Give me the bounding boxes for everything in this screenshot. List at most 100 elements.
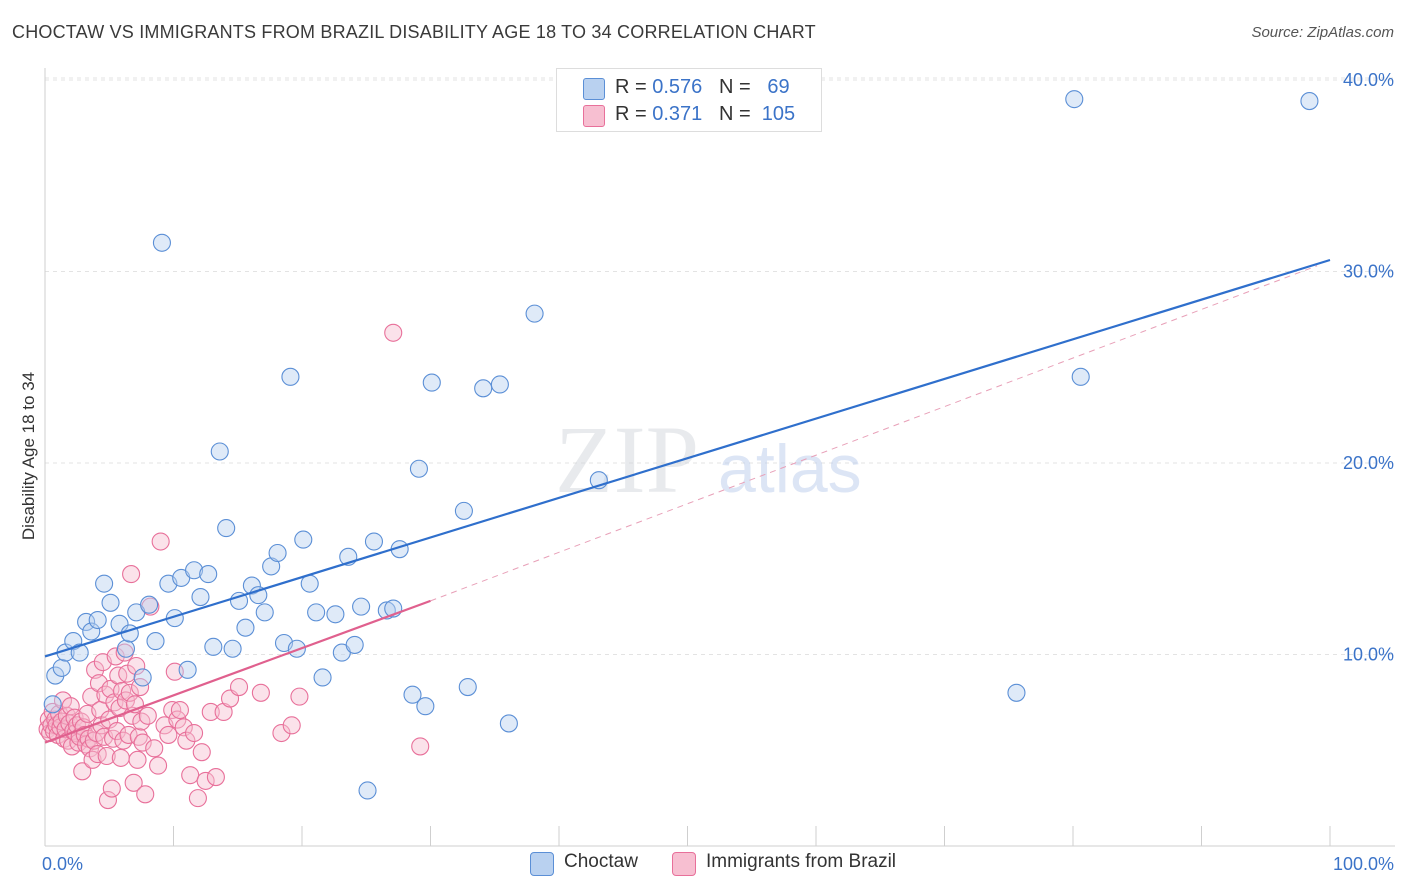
point-choctaw-36 [268,543,287,563]
watermark-zip: ZIP [555,406,699,513]
bottom-legend-swatch-choctaw [530,852,554,876]
point-brazil-49 [101,679,120,699]
point-brazil-70 [128,750,147,769]
point-choctaw-9 [95,574,114,593]
point-choctaw-34 [255,603,274,622]
point-choctaw-67 [1071,367,1090,386]
legend-r-label: R = [615,103,647,125]
y-tick-label-30: 30.0% [1343,262,1394,282]
point-choctaw-29 [223,639,242,658]
bottom-legend-swatch-brazil [672,852,696,876]
point-brazil-78 [145,739,164,758]
point-brazil-37 [86,660,105,679]
legend-swatch-choctaw [583,78,605,100]
point-brazil-94 [201,702,220,722]
point-choctaw-31 [236,618,255,637]
point-brazil-69 [127,656,146,676]
chart-title: CHOCTAW VS IMMIGRANTS FROM BRAZIL DISABI… [12,22,816,42]
bottom-legend-label-brazil: Immigrants from Brazil [706,851,897,872]
x-tick-label-100: 100.0% [1333,854,1394,874]
point-choctaw-8 [88,610,107,630]
series-immigrants-from-brazil-points [38,323,430,810]
point-choctaw-0 [43,695,62,714]
point-choctaw-6 [77,612,96,631]
point-choctaw-58 [454,501,473,520]
point-choctaw-66 [1065,90,1084,109]
point-choctaw-18 [152,233,171,252]
point-choctaw-5 [70,643,89,662]
point-choctaw-15 [133,668,152,687]
point-choctaw-38 [281,367,300,386]
point-brazil-99 [251,683,270,702]
point-brazil-76 [138,706,157,725]
point-brazil-80 [151,532,170,551]
point-brazil-74 [133,733,152,752]
point-choctaw-62 [499,714,518,733]
point-choctaw-39 [287,639,306,658]
point-brazil-75 [136,785,155,804]
point-choctaw-44 [326,605,345,624]
point-choctaw-48 [352,597,371,616]
point-brazil-65 [122,565,141,584]
point-brazil-27 [73,762,92,781]
y-tick-label-40: 40.0% [1343,70,1394,90]
y-tick-label-10: 10.0% [1343,645,1394,665]
point-brazil-79 [149,756,168,775]
point-brazil-88 [177,731,196,750]
point-brazil-98 [229,678,249,697]
point-brazil-58 [113,681,132,700]
legend-n-label: N = [718,103,751,125]
legend-n-label: N = [718,76,751,98]
point-choctaw-65 [1007,683,1026,702]
point-brazil-47 [98,790,118,810]
y-tick-label-20: 20.0% [1343,453,1394,473]
point-brazil-59 [114,731,133,750]
point-choctaw-55 [409,459,428,478]
point-choctaw-63 [525,304,544,323]
point-brazil-90 [185,723,204,743]
point-choctaw-60 [474,379,493,398]
point-brazil-46 [97,746,116,766]
point-choctaw-22 [178,660,197,679]
point-choctaw-26 [204,637,223,656]
tick-labels: 10.0% 20.0% 30.0% 40.0% 0.0% 100.0% [42,70,1394,874]
point-choctaw-10 [101,593,120,612]
legend-r-value-choctaw: 0.576 [652,76,703,98]
point-choctaw-59 [458,678,477,697]
point-brazil-55 [109,666,128,685]
legend-box: R = 0.576 N = 69 R = 0.371 N = 105 [556,68,822,132]
bottom-legend-label-choctaw: Choctaw [564,851,638,872]
point-choctaw-56 [416,697,435,716]
point-choctaw-23 [185,561,204,580]
trend-extension-brazil [430,265,1318,602]
point-brazil-95 [206,768,225,787]
point-choctaw-7 [82,622,101,641]
point-choctaw-61 [490,375,509,394]
point-choctaw-47 [345,635,364,654]
point-brazil-57 [111,748,130,767]
point-brazil-104 [411,737,430,756]
legend-swatch-brazil [583,105,605,127]
point-brazil-39 [88,745,107,764]
point-brazil-35 [83,750,102,769]
point-brazil-87 [174,718,193,737]
point-choctaw-12 [116,639,136,658]
point-brazil-64 [120,683,139,702]
point-brazil-100 [272,723,291,743]
point-choctaw-54 [403,685,422,704]
point-brazil-40 [89,674,109,693]
point-choctaw-27 [210,442,229,461]
point-brazil-103 [384,323,403,342]
point-brazil-53 [106,647,125,666]
point-brazil-67 [124,773,143,792]
trend-line-brazil [44,599,431,744]
point-brazil-34 [82,687,101,706]
point-choctaw-16 [140,595,159,614]
point-brazil-50 [102,779,121,798]
point-choctaw-43 [313,668,332,687]
point-brazil-93 [196,771,215,790]
point-choctaw-57 [422,373,441,392]
point-brazil-92 [192,743,211,762]
x-tick-label-0: 0.0% [42,854,83,874]
point-choctaw-24 [191,587,210,607]
